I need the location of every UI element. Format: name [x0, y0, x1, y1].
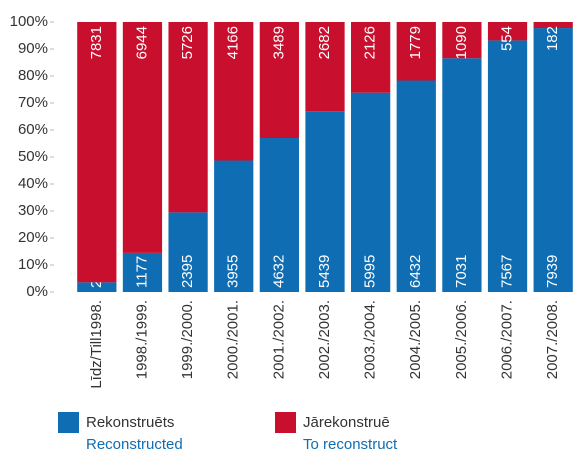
data-label: 2395	[179, 255, 196, 288]
bar-segment	[351, 22, 391, 93]
bar-segment	[259, 22, 299, 138]
y-tick-label: 50%	[18, 148, 48, 165]
y-tick-label: 20%	[18, 229, 48, 246]
bar-segment	[168, 212, 208, 292]
legend-label: Rekonstruēts	[86, 414, 174, 431]
x-tick-label: 2002./2003.	[316, 300, 333, 379]
bar-segment	[351, 92, 391, 292]
bar-segment	[396, 22, 436, 81]
bar-segment	[168, 22, 208, 213]
y-tick-label: 60%	[18, 121, 48, 138]
x-tick-label: 2006./2007.	[499, 300, 516, 379]
legend-label-en: To reconstruct	[303, 436, 398, 453]
x-tick-label: 1999./2000.	[179, 300, 196, 379]
y-tick-label: 10%	[18, 256, 48, 273]
data-label: 3489	[270, 26, 287, 59]
data-label: 2126	[362, 26, 379, 59]
data-label: 182	[544, 26, 561, 51]
bar-segment	[487, 22, 528, 41]
y-tick-label: 90%	[18, 40, 48, 57]
data-label: 6944	[133, 26, 150, 59]
bar-segment	[305, 111, 345, 292]
legend-label: Jārekonstruē	[303, 414, 390, 431]
bar-segment	[214, 160, 254, 292]
data-label: 4166	[225, 26, 242, 59]
bar-segment	[533, 22, 573, 29]
y-tick-label: 100%	[10, 13, 48, 30]
data-label: 7031	[453, 255, 470, 288]
x-tick-label: 1998./1999.	[133, 300, 150, 379]
y-tick-label: 80%	[18, 67, 48, 84]
x-tick-label: 2000./2001.	[225, 300, 242, 379]
legend-label-en: Reconstructed	[86, 436, 183, 453]
bar-segment	[77, 282, 117, 292]
x-tick-label: 2003./2004.	[362, 300, 379, 379]
data-label: 3955	[225, 255, 242, 288]
bar-segment	[396, 80, 436, 292]
bar-segment	[533, 28, 573, 293]
bar-segment	[122, 22, 163, 253]
data-label: 1779	[407, 26, 424, 59]
x-tick-label: 2005./2006.	[453, 300, 470, 379]
data-label: 554	[499, 26, 516, 51]
legend-swatch	[275, 412, 296, 433]
data-label: 7567	[499, 255, 516, 288]
bar-segment	[77, 22, 117, 283]
y-tick-label: 70%	[18, 94, 48, 111]
bar-segment	[487, 40, 528, 292]
data-label: 5726	[179, 26, 196, 59]
x-tick-label: 2001./2002.	[270, 300, 287, 379]
bar-segment	[305, 22, 345, 112]
legend-swatch	[58, 412, 79, 433]
bar-segment	[442, 58, 482, 292]
data-label: 7939	[544, 255, 561, 288]
data-label: 1177	[133, 256, 150, 288]
x-tick-label: 2007./2008.	[544, 300, 561, 379]
data-label: 1090	[453, 26, 470, 59]
data-label: 6432	[407, 255, 424, 288]
bar-segment	[122, 252, 163, 292]
x-tick-label: Līdz/Till1998.	[88, 300, 105, 389]
data-label: 5995	[362, 255, 379, 288]
x-tick-label: 2004./2005.	[407, 300, 424, 379]
bar-segment	[442, 22, 482, 59]
y-tick-label: 40%	[18, 175, 48, 192]
y-tick-label: 0%	[26, 283, 48, 300]
y-tick-label: 30%	[18, 202, 48, 219]
data-label: 4632	[270, 255, 287, 288]
bar-segment	[214, 22, 254, 161]
data-label: 7831	[88, 26, 105, 59]
data-label: 2682	[316, 26, 333, 59]
data-label: 5439	[316, 255, 333, 288]
bar-segment	[259, 137, 299, 292]
